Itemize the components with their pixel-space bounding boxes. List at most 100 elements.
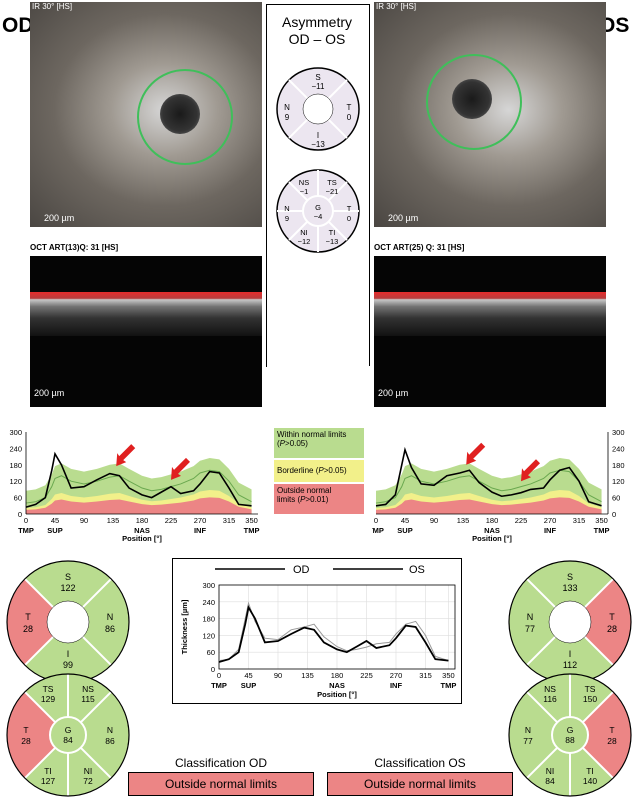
od-scan-ring xyxy=(137,69,233,165)
os6-outer xyxy=(508,673,632,797)
asym6-ts-value: −21 xyxy=(326,187,339,196)
asym4-s-label: S xyxy=(315,73,320,82)
od4-t-sector xyxy=(7,578,68,666)
od-oct-retina xyxy=(30,306,262,336)
os-region-label: SUP xyxy=(397,526,412,535)
os-xtick: 315 xyxy=(573,516,586,525)
os-ytick: 0 xyxy=(612,510,616,519)
asymmetry-four-sector-chart: S −11 N 9 T 0 I −13 xyxy=(276,67,360,151)
classification-os-value: Outside normal limits xyxy=(327,772,513,796)
od6-ni-label: NI xyxy=(84,766,93,776)
os4-s-label: S xyxy=(567,572,573,582)
od-oct-scan: 200 µm xyxy=(30,256,262,407)
legend-borderline: Borderline (P>0.05) xyxy=(274,460,364,482)
legend-outside-line2: limits (P>0.01) xyxy=(277,495,329,504)
od6-ns-label: NS xyxy=(82,684,94,694)
os-oct-title: OCT ART(25) Q: 31 [HS] xyxy=(374,243,465,252)
od-oct-rnfl-band xyxy=(30,292,262,306)
overlay-region-label: NAS xyxy=(329,681,345,690)
od-data-line xyxy=(25,451,252,508)
os-oct-scale-bar: 200 µm xyxy=(378,388,409,398)
asymmetry-title: Asymmetry xyxy=(282,14,352,30)
asym6-ns-label: NS xyxy=(299,178,309,187)
overlay-xtick: 180 xyxy=(331,671,344,680)
os4-i-label: I xyxy=(569,649,572,659)
os-four-sector-chart: S 133 N 77 T 28 I 112 xyxy=(508,560,632,684)
od6-g-label: G xyxy=(65,725,72,735)
asym6-ni-label: NI xyxy=(300,228,308,237)
overlay-legend-od: OD xyxy=(293,564,310,576)
od4-i-sector xyxy=(24,622,112,683)
od-six-sector-chart: TS 129 NS 115 T 28 G 84 N 86 TI 127 NI 7… xyxy=(6,673,130,797)
od-region-label: NAS xyxy=(134,526,150,535)
asym6-inner xyxy=(302,195,334,227)
os-ytick: 120 xyxy=(612,477,625,486)
os6-n-value: 77 xyxy=(523,736,533,746)
os-region-label: TMP xyxy=(372,526,384,535)
os4-s-value: 133 xyxy=(562,583,577,593)
od4-s-value: 122 xyxy=(60,583,75,593)
os4-t-sector xyxy=(570,578,631,666)
od4-i-label: I xyxy=(67,649,70,659)
os-ytick: 60 xyxy=(612,494,620,503)
asym4-i-value: −13 xyxy=(311,140,325,149)
od-ir-title: IR 30° [HS] xyxy=(32,2,73,11)
asym6-n-value: 9 xyxy=(285,214,289,223)
od-xtick: 225 xyxy=(165,516,178,525)
os-region-label: INF xyxy=(544,526,557,535)
od-ytick: 120 xyxy=(9,477,22,486)
od-ytick: 0 xyxy=(18,510,22,519)
od6-ns-value: 115 xyxy=(81,694,95,704)
asym6-ti-label: TI xyxy=(329,228,336,237)
od-xtick: 315 xyxy=(223,516,236,525)
os-xtick: 45 xyxy=(401,516,409,525)
od-ytick: 180 xyxy=(9,461,22,470)
od-xtick: 0 xyxy=(24,516,28,525)
od4-s-sector xyxy=(24,561,112,622)
os6-n-sector xyxy=(509,691,570,779)
asymmetry-six-sector-chart: NS −1 TS −21 N 9 G −4 T 0 NI −12 TI −13 xyxy=(276,169,360,253)
od-xtick: 90 xyxy=(80,516,88,525)
legend-outside: Outside normal limits (P>0.01) xyxy=(274,484,364,514)
asym6-t-value: 0 xyxy=(347,214,351,223)
classification-os-title: Classification OS xyxy=(374,756,466,770)
classification-od-value: Outside normal limits xyxy=(128,772,314,796)
od-xtick: 350 xyxy=(245,516,258,525)
od6-g-sector xyxy=(49,716,87,754)
os-xtick: 225 xyxy=(515,516,528,525)
od-region-label: SUP xyxy=(47,526,62,535)
od6-t-sector xyxy=(7,691,68,779)
od6-t-value: 28 xyxy=(21,736,31,746)
od-fundus-image: IR 30° [HS] 200 µm xyxy=(30,2,262,227)
od-xtick: 180 xyxy=(136,516,149,525)
os-xtick: 270 xyxy=(544,516,557,525)
od-ytick: 60 xyxy=(14,494,22,503)
od6-ts-value: 129 xyxy=(41,694,55,704)
od4-n-value: 86 xyxy=(105,624,115,634)
os6-ts-label: TS xyxy=(585,684,596,694)
os-xtick: 90 xyxy=(430,516,438,525)
legend-outside-line1: Outside normal xyxy=(277,486,332,495)
asym6-ni-value: −12 xyxy=(298,237,311,246)
os6-t-sector xyxy=(570,691,631,779)
od6-ti-value: 127 xyxy=(41,776,55,786)
asym4-s-value: −11 xyxy=(312,82,326,91)
asym6-g-value: −4 xyxy=(314,212,323,221)
connector xyxy=(266,365,267,367)
os-xtick: 180 xyxy=(486,516,499,525)
asym4-t-label: T xyxy=(347,103,352,112)
os-label: OS xyxy=(599,14,630,37)
od-ytick: 240 xyxy=(9,444,22,453)
od-scale-bar: 200 µm xyxy=(44,213,75,223)
od4-inner xyxy=(46,600,90,644)
asym6-ts-label: TS xyxy=(327,178,337,187)
od6-n-sector xyxy=(68,691,129,779)
os4-t-value: 28 xyxy=(607,624,617,634)
asymmetry-panel xyxy=(266,4,370,366)
asym6-ns-value: −1 xyxy=(300,187,309,196)
os-ytick: 300 xyxy=(612,428,625,437)
overlay-region-label: TMP xyxy=(441,681,457,690)
os6-g-label: G xyxy=(567,725,574,735)
